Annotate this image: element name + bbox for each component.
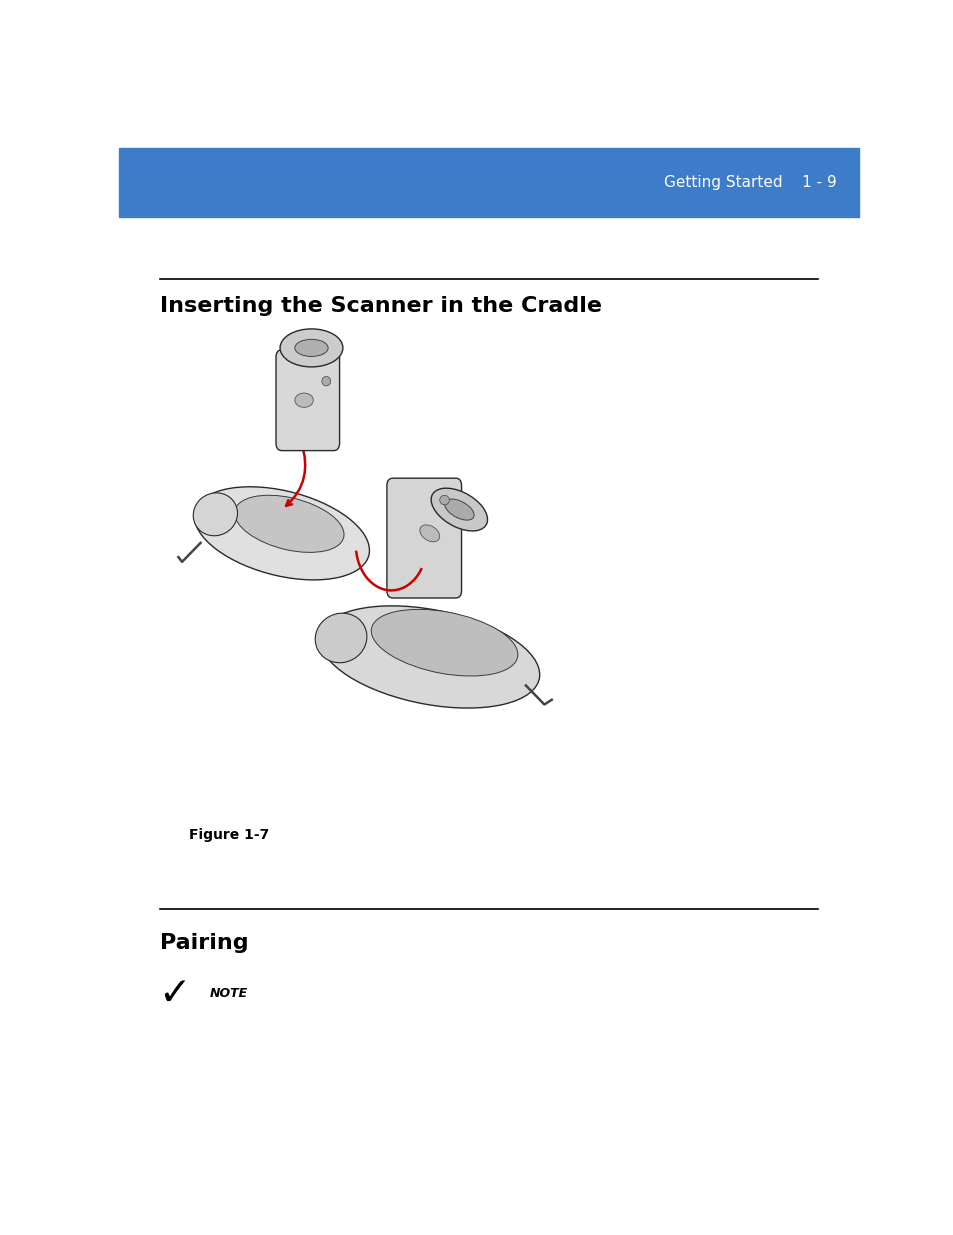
Ellipse shape [194,487,369,580]
FancyBboxPatch shape [275,350,339,451]
Bar [119,148,858,216]
Ellipse shape [294,340,328,357]
Ellipse shape [439,495,449,505]
Ellipse shape [444,499,474,520]
Ellipse shape [234,495,344,552]
Ellipse shape [419,525,439,542]
Ellipse shape [431,488,487,531]
Ellipse shape [319,606,539,708]
Text: Inserting the Scanner in the Cradle: Inserting the Scanner in the Cradle [160,295,601,316]
Ellipse shape [314,613,367,663]
FancyBboxPatch shape [387,478,461,598]
Text: Figure 1-7: Figure 1-7 [190,829,270,842]
Ellipse shape [321,377,331,385]
Ellipse shape [280,329,342,367]
Ellipse shape [193,493,237,536]
Ellipse shape [371,609,517,676]
Text: Pairing: Pairing [160,932,249,952]
Text: NOTE: NOTE [210,987,248,1000]
Ellipse shape [294,393,313,408]
Text: Getting Started    1 - 9: Getting Started 1 - 9 [663,175,836,190]
Text: ✓: ✓ [158,974,191,1013]
